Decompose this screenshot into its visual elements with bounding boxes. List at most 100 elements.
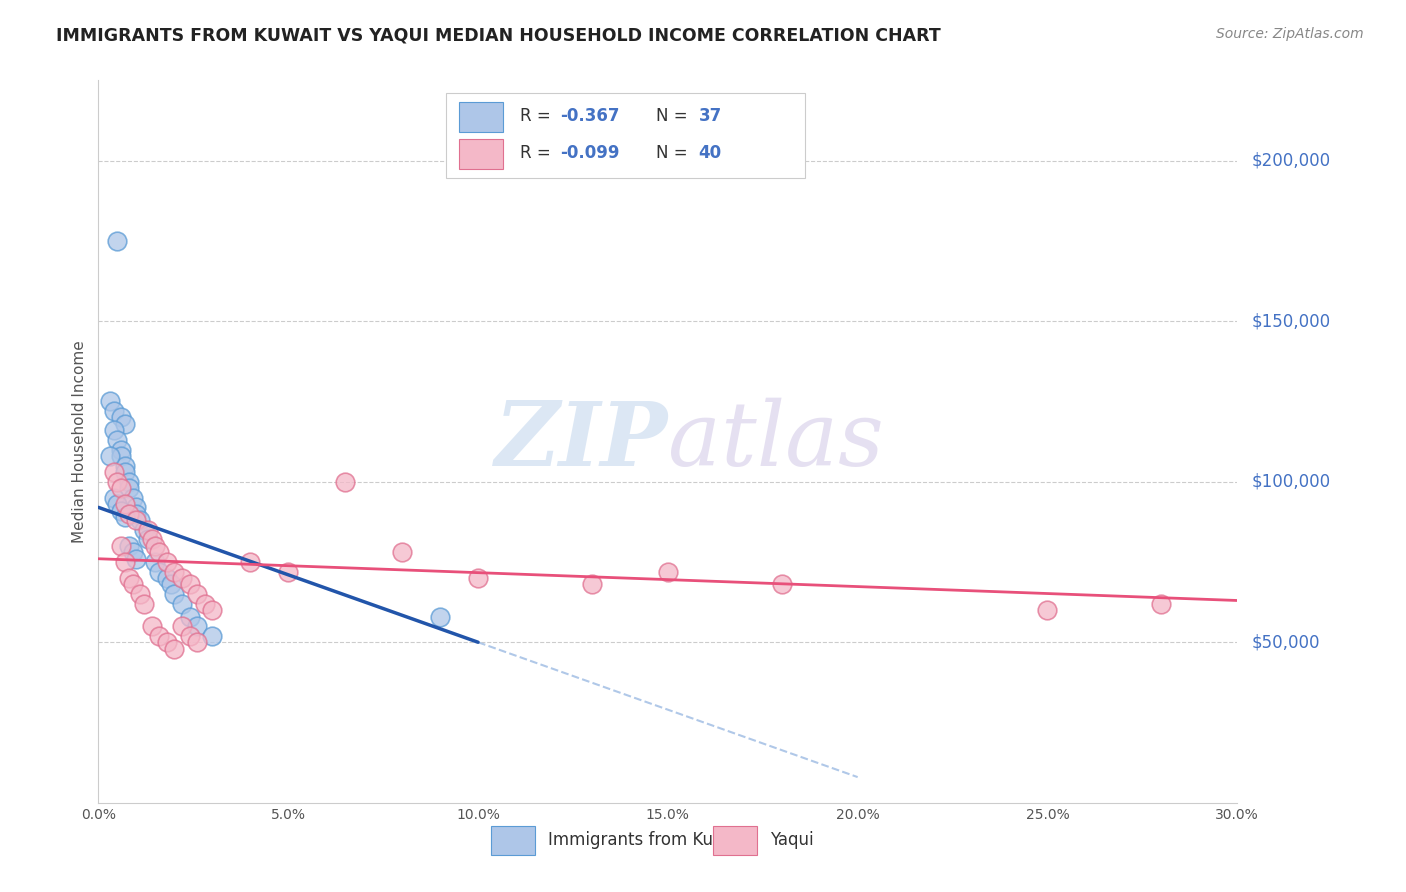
Point [145, 539, 167, 553]
Text: $150,000: $150,000 [1251, 312, 1330, 330]
Text: 37: 37 [699, 107, 721, 126]
FancyBboxPatch shape [460, 139, 503, 169]
Text: 40: 40 [699, 144, 721, 161]
Point [1036, 603, 1059, 617]
Point [156, 635, 179, 649]
Point [201, 603, 224, 617]
Point [114, 497, 136, 511]
Point [114, 465, 136, 479]
Point [391, 545, 413, 559]
Point [107, 234, 129, 248]
Point [125, 500, 148, 515]
Point [201, 629, 224, 643]
Point [121, 545, 143, 559]
Text: -0.099: -0.099 [560, 144, 619, 161]
Text: $100,000: $100,000 [1251, 473, 1330, 491]
Point [170, 571, 193, 585]
Point [163, 587, 186, 601]
Point [770, 577, 793, 591]
Text: N =: N = [657, 107, 693, 126]
Point [239, 555, 262, 569]
Point [103, 404, 125, 418]
Point [141, 619, 163, 633]
Point [132, 523, 155, 537]
Text: Yaqui: Yaqui [770, 831, 814, 849]
Point [170, 619, 193, 633]
Point [581, 577, 603, 591]
Point [114, 417, 136, 431]
Point [1150, 597, 1173, 611]
Text: Source: ZipAtlas.com: Source: ZipAtlas.com [1216, 27, 1364, 41]
Point [129, 587, 152, 601]
Point [194, 597, 217, 611]
Point [114, 510, 136, 524]
Point [163, 565, 186, 579]
Point [118, 571, 141, 585]
Point [118, 475, 141, 489]
FancyBboxPatch shape [460, 102, 503, 132]
Point [179, 609, 201, 624]
Text: atlas: atlas [668, 398, 883, 485]
Text: $200,000: $200,000 [1251, 152, 1330, 169]
Point [118, 539, 141, 553]
Point [132, 597, 155, 611]
Point [657, 565, 679, 579]
Point [107, 433, 129, 447]
Point [156, 555, 179, 569]
Point [98, 449, 121, 463]
Point [98, 394, 121, 409]
Point [148, 545, 170, 559]
Point [121, 491, 143, 505]
Point [186, 587, 208, 601]
Text: ZIP: ZIP [495, 399, 668, 484]
Point [110, 539, 132, 553]
Point [118, 507, 141, 521]
Point [186, 619, 208, 633]
Point [110, 442, 132, 457]
Text: -0.367: -0.367 [560, 107, 619, 126]
Point [141, 533, 163, 547]
Point [148, 629, 170, 643]
Point [107, 497, 129, 511]
Point [110, 410, 132, 425]
Point [335, 475, 357, 489]
Text: IMMIGRANTS FROM KUWAIT VS YAQUI MEDIAN HOUSEHOLD INCOME CORRELATION CHART: IMMIGRANTS FROM KUWAIT VS YAQUI MEDIAN H… [56, 27, 941, 45]
Text: N =: N = [657, 144, 693, 161]
Point [110, 503, 132, 517]
Point [114, 555, 136, 569]
Y-axis label: Median Household Income: Median Household Income [72, 340, 87, 543]
Point [170, 597, 193, 611]
Point [163, 641, 186, 656]
Point [179, 629, 201, 643]
Point [107, 475, 129, 489]
FancyBboxPatch shape [446, 93, 804, 178]
Point [121, 577, 143, 591]
Point [125, 551, 148, 566]
Point [110, 449, 132, 463]
FancyBboxPatch shape [713, 826, 756, 855]
Point [136, 533, 159, 547]
Point [159, 577, 181, 591]
Point [103, 491, 125, 505]
Point [129, 513, 152, 527]
Point [148, 565, 170, 579]
Point [103, 465, 125, 479]
Point [118, 481, 141, 495]
FancyBboxPatch shape [491, 826, 534, 855]
Point [136, 523, 159, 537]
Point [110, 481, 132, 495]
Point [156, 571, 179, 585]
Point [125, 513, 148, 527]
Text: R =: R = [520, 144, 555, 161]
Point [429, 609, 451, 624]
Point [114, 458, 136, 473]
Point [186, 635, 208, 649]
Text: Immigrants from Kuwait: Immigrants from Kuwait [548, 831, 748, 849]
Point [179, 577, 201, 591]
Point [125, 507, 148, 521]
Point [103, 423, 125, 437]
Point [277, 565, 299, 579]
Text: R =: R = [520, 107, 555, 126]
Point [145, 555, 167, 569]
Point [467, 571, 489, 585]
